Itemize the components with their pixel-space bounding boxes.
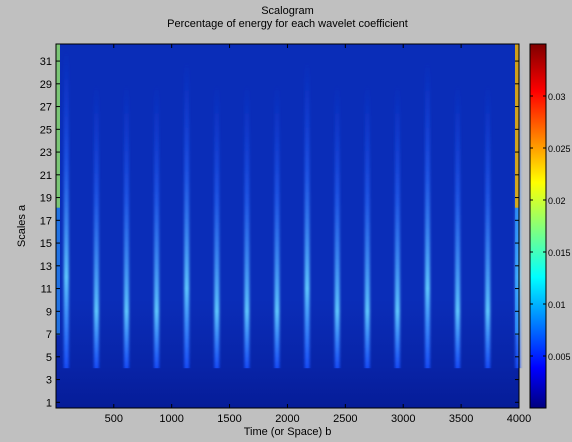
y-tick-label: 27 bbox=[40, 102, 52, 114]
y-tick-label: 5 bbox=[46, 352, 52, 364]
x-tick-label: 3500 bbox=[449, 413, 473, 425]
y-tick-label: 23 bbox=[40, 147, 52, 159]
edge-effect-mark bbox=[515, 44, 519, 208]
colorbar-tick-label: 0.02 bbox=[548, 196, 566, 206]
y-tick-label: 1 bbox=[46, 397, 52, 409]
y-axis-label: Scales a bbox=[16, 204, 28, 248]
y-tick-label: 25 bbox=[40, 124, 52, 136]
ridge-mark bbox=[304, 61, 310, 369]
ridge-mark bbox=[214, 83, 220, 369]
ridge-mark bbox=[455, 83, 461, 369]
ridge-mark bbox=[485, 83, 491, 369]
y-tick-label: 9 bbox=[46, 306, 52, 318]
y-tick-label: 21 bbox=[40, 170, 52, 182]
y-tick-label: 19 bbox=[40, 193, 52, 205]
scalogram-background bbox=[56, 44, 519, 408]
colorbar-tick-label: 0.01 bbox=[548, 300, 566, 310]
y-tick-label: 15 bbox=[40, 238, 52, 250]
ridge-mark bbox=[244, 83, 250, 369]
x-tick-label: 1500 bbox=[217, 413, 241, 425]
y-tick-label: 11 bbox=[41, 284, 52, 296]
colorbar: 0.005 0.01 0.015 0.02 0.025 0.03 bbox=[529, 43, 571, 409]
ridge-mark bbox=[274, 83, 280, 369]
colorbar-tick-label: 0.005 bbox=[548, 352, 571, 362]
y-tick-label: 29 bbox=[40, 79, 52, 91]
x-axis-label: Time (or Space) b bbox=[243, 426, 332, 438]
x-tick-label: 2000 bbox=[275, 413, 299, 425]
ridge-mark bbox=[364, 83, 370, 369]
colorbar-scale bbox=[529, 43, 547, 409]
x-tick-label: 2500 bbox=[333, 413, 357, 425]
ridge-mark bbox=[154, 83, 160, 369]
ridge-mark bbox=[63, 49, 69, 369]
y-tick-label: 7 bbox=[46, 329, 52, 341]
chart-subtitle: Percentage of energy for each wavelet co… bbox=[167, 18, 408, 30]
plot-area: 500 1000 1500 2000 2500 3000 3500 4000135791113… bbox=[40, 43, 531, 425]
y-tick-label: 31 bbox=[40, 56, 52, 68]
edge-effect-mark bbox=[56, 44, 60, 208]
chart-title: Scalogram bbox=[261, 5, 314, 17]
y-tick-label: 13 bbox=[40, 261, 52, 273]
colorbar-tick-label: 0.03 bbox=[548, 92, 566, 102]
colorbar-tick-label: 0.015 bbox=[548, 248, 571, 258]
ridge-mark bbox=[394, 83, 400, 369]
ridge-mark bbox=[184, 61, 190, 369]
ridge-mark bbox=[93, 83, 99, 369]
x-tick-label: 500 bbox=[105, 413, 123, 425]
x-tick-label: 4000 bbox=[507, 413, 531, 425]
x-tick-label: 3000 bbox=[391, 413, 415, 425]
edge-effect-mark bbox=[515, 207, 519, 336]
ridge-mark bbox=[124, 83, 130, 369]
y-tick-label: 17 bbox=[40, 215, 52, 227]
ridge-mark bbox=[425, 61, 431, 369]
ridge-mark bbox=[334, 83, 340, 369]
x-tick-label: 1000 bbox=[159, 413, 183, 425]
colorbar-tick-label: 0.025 bbox=[548, 144, 571, 154]
y-tick-label: 3 bbox=[46, 375, 52, 387]
edge-effect-mark bbox=[56, 207, 60, 336]
